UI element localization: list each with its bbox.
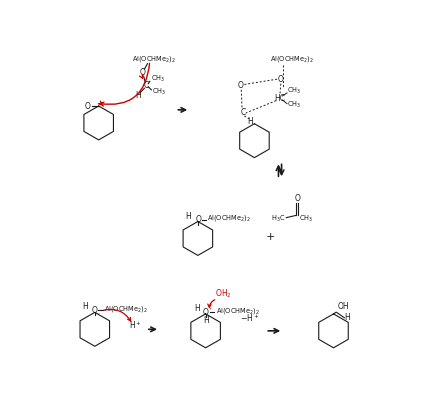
- Text: O: O: [238, 81, 243, 90]
- Text: H: H: [135, 91, 141, 100]
- Text: CH$_3$: CH$_3$: [287, 86, 301, 96]
- Text: C: C: [240, 108, 245, 117]
- Text: CH$_3$: CH$_3$: [287, 100, 301, 110]
- Text: H: H: [194, 304, 200, 313]
- Text: O: O: [203, 308, 208, 317]
- Text: O: O: [295, 194, 301, 203]
- Text: HC: HC: [274, 94, 285, 103]
- Text: Al(OCHMe$_2$)$_2$: Al(OCHMe$_2$)$_2$: [216, 306, 260, 316]
- Text: H: H: [248, 117, 253, 126]
- Text: H: H: [83, 302, 89, 311]
- Text: $^+$: $^+$: [208, 308, 214, 312]
- Text: ··: ··: [207, 315, 211, 320]
- Text: Al(OCHMe$_2$)$_2$: Al(OCHMe$_2$)$_2$: [207, 213, 251, 223]
- Text: Al(OCHMe$_2$)$_2$: Al(OCHMe$_2$)$_2$: [270, 54, 313, 64]
- Text: CH$_3$: CH$_3$: [300, 213, 313, 224]
- Text: OH: OH: [337, 303, 349, 312]
- Text: O: O: [92, 305, 98, 315]
- Text: Al(OCHMe$_2$)$_2$: Al(OCHMe$_2$)$_2$: [132, 54, 176, 64]
- Text: O: O: [140, 68, 146, 77]
- Text: O: O: [85, 102, 91, 110]
- Text: O: O: [278, 75, 284, 83]
- Text: H: H: [344, 313, 350, 322]
- Text: H: H: [186, 212, 191, 221]
- Text: ··: ··: [97, 311, 101, 316]
- Text: +: +: [266, 232, 276, 242]
- Text: $-$H$^+$: $-$H$^+$: [240, 312, 259, 324]
- Text: C: C: [143, 81, 149, 90]
- Text: H: H: [203, 316, 208, 325]
- Text: H$^+$: H$^+$: [129, 319, 142, 330]
- Text: CH$_3$: CH$_3$: [150, 74, 165, 84]
- Text: H$_3$C: H$_3$C: [271, 213, 286, 224]
- Text: Al(OCHMe$_2$)$_2$: Al(OCHMe$_2$)$_2$: [104, 303, 148, 313]
- Text: OH$_2$: OH$_2$: [215, 288, 232, 300]
- Text: CH$_3$: CH$_3$: [152, 87, 167, 97]
- Text: O: O: [196, 215, 201, 225]
